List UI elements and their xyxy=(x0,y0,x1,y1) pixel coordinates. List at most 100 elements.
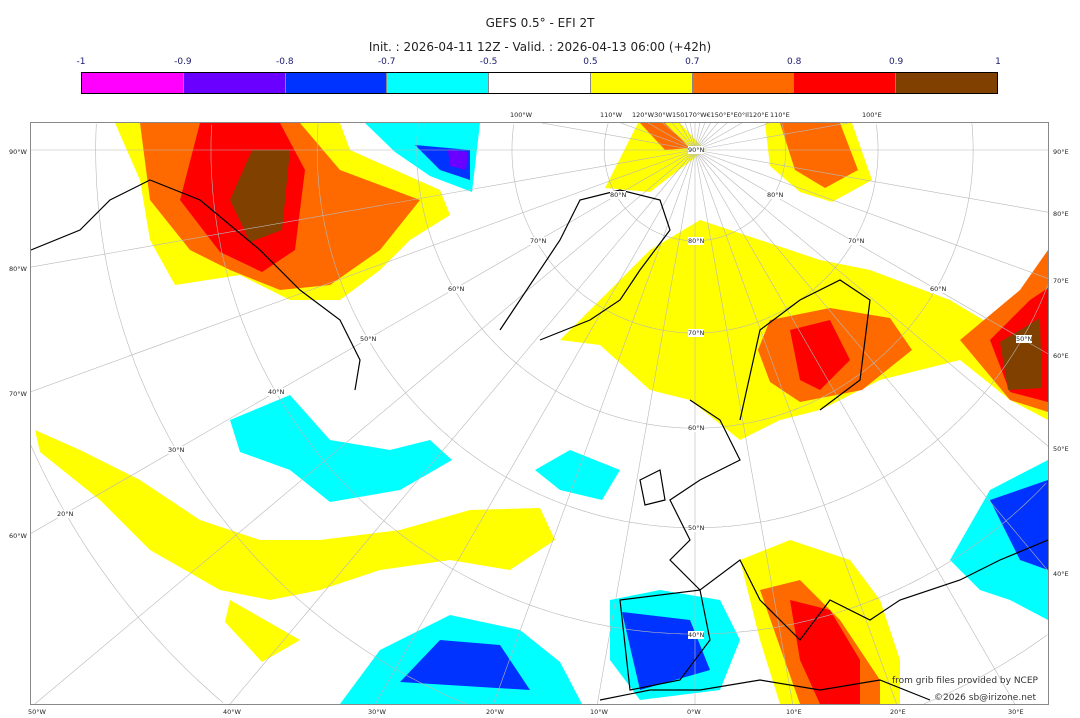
meridian-line xyxy=(662,123,696,151)
map-canvas xyxy=(31,123,1048,704)
lat-label: 50°N xyxy=(688,524,705,532)
meridian-line xyxy=(694,123,728,151)
colorbar-tick-label: -0.5 xyxy=(479,57,498,67)
chart-subtitle: Init. : 2026-04-11 12Z - Valid. : 2026-0… xyxy=(368,40,712,54)
lat-label: 70°N xyxy=(848,237,865,245)
colorbar-segment xyxy=(489,73,591,93)
colorbar-tick-label: -0.8 xyxy=(275,57,294,67)
colorbar-tick-label: 0.5 xyxy=(583,57,598,67)
lat-label: 60°N xyxy=(930,285,947,293)
axis-label-right: 70°E xyxy=(1053,277,1069,285)
axis-label-right: 60°E xyxy=(1053,352,1069,360)
field-cyan-atlantic xyxy=(230,395,452,502)
parallel-line xyxy=(924,634,1048,704)
lat-label: 80°N xyxy=(610,191,627,199)
axis-label-left: 80°W xyxy=(9,265,27,273)
field-yellow-band xyxy=(35,430,555,600)
axis-label-bottom: 30°E xyxy=(1008,708,1024,716)
colorbar-tick-label: 1 xyxy=(995,57,1001,67)
axis-label-bottom: 50°W xyxy=(28,708,46,716)
meridian-line xyxy=(620,123,696,151)
meridian-line xyxy=(229,149,696,704)
efi-field xyxy=(35,123,1048,704)
meridian-line xyxy=(694,149,1048,213)
lat-label: 50°N xyxy=(360,335,377,343)
field-red-italy xyxy=(790,600,860,704)
colorbar-tick-label: -1 xyxy=(76,57,86,67)
axis-label-top: 110°W xyxy=(600,111,623,119)
axis-label-bottom: 30°W xyxy=(368,708,386,716)
meridian-line xyxy=(694,149,793,704)
parallel-line xyxy=(416,123,695,429)
meridian-line xyxy=(689,123,696,151)
colorbar-tick-label: -0.7 xyxy=(377,57,396,67)
graticule xyxy=(31,123,1048,704)
meridian-line xyxy=(694,123,849,151)
lat-label: 60°N xyxy=(688,424,705,432)
axis-label-right: 80°E xyxy=(1053,210,1069,218)
meridian-line xyxy=(694,149,1048,279)
lat-label: 40°N xyxy=(688,631,705,639)
colorbar-segment xyxy=(692,73,795,93)
lat-label: 60°N xyxy=(448,285,465,293)
meridian-line xyxy=(374,149,696,704)
axis-label-bottom: 20°E xyxy=(890,708,906,716)
colorbar-segment xyxy=(590,73,693,93)
meridian-line xyxy=(694,149,1016,704)
meridian-line xyxy=(684,123,696,151)
axis-label-right: 50°E xyxy=(1053,445,1069,453)
parallel-line xyxy=(695,123,787,242)
axis-label-left: 60°W xyxy=(9,532,27,540)
field-orange-siberia xyxy=(780,123,858,188)
axis-label-top: 100°E xyxy=(862,111,882,119)
field-purple-arctic xyxy=(448,150,468,170)
field-yellow-band-tail xyxy=(225,600,300,662)
lat-label: 80°N xyxy=(767,191,784,199)
lat-label: 20°N xyxy=(57,510,74,518)
meridian-line xyxy=(694,123,711,151)
lat-label: 70°N xyxy=(688,329,705,337)
axis-label-left: 70°W xyxy=(9,390,27,398)
parallel-line xyxy=(95,123,466,704)
colorbar-segment xyxy=(82,73,184,93)
lat-label: 50°N xyxy=(1016,335,1033,343)
source-credit: from grib files provided by NCEP xyxy=(892,676,1038,686)
parallel-line xyxy=(210,124,695,635)
axis-label-top: 100°W xyxy=(510,111,533,119)
field-blue-africa xyxy=(400,640,530,690)
meridian-line xyxy=(694,123,770,151)
copyright: ©2026 sb@irizone.net xyxy=(934,693,1036,703)
meridian-line xyxy=(541,123,696,151)
colorbar-tick-label: 0.7 xyxy=(685,57,700,67)
lat-label: 90°N xyxy=(688,146,705,154)
lat-label: 80°N xyxy=(688,237,705,245)
parallel-line xyxy=(695,123,974,429)
meridian-line xyxy=(694,149,1048,447)
colorbar-segment xyxy=(285,73,388,93)
field-orange-pole xyxy=(640,123,690,150)
colorbar-segment xyxy=(794,73,897,93)
lat-label: 30°N xyxy=(168,446,185,454)
colorbar-tick-label: 0.8 xyxy=(787,57,802,67)
map[interactable] xyxy=(30,122,1049,705)
axis-label-bottom: 0°W xyxy=(687,708,701,716)
axis-label-bottom: 10°W xyxy=(590,708,608,716)
parallel-line xyxy=(695,124,879,334)
axis-label-bottom: 10°E xyxy=(786,708,802,716)
parallel-line xyxy=(695,285,1048,529)
axis-label-bottom: 20°W xyxy=(486,708,504,716)
colorbar-tick-label: -0.9 xyxy=(174,57,192,67)
axis-label-right: 90°E xyxy=(1053,148,1069,156)
meridian-line xyxy=(694,123,701,151)
colorbar-segment xyxy=(183,73,286,93)
colorbar-tick-label: 0.9 xyxy=(888,57,904,67)
axis-label-bottom: 40°W xyxy=(223,708,241,716)
meridian-line xyxy=(648,123,696,151)
lat-label: 70°N xyxy=(530,237,547,245)
axis-label-top: 110°E xyxy=(770,111,790,119)
field-cyan-arctic xyxy=(365,123,480,192)
parallel-line xyxy=(316,123,695,529)
colorbar-segment xyxy=(387,73,490,93)
meridian-line xyxy=(694,149,897,704)
field-red-scandinavia xyxy=(790,320,850,390)
